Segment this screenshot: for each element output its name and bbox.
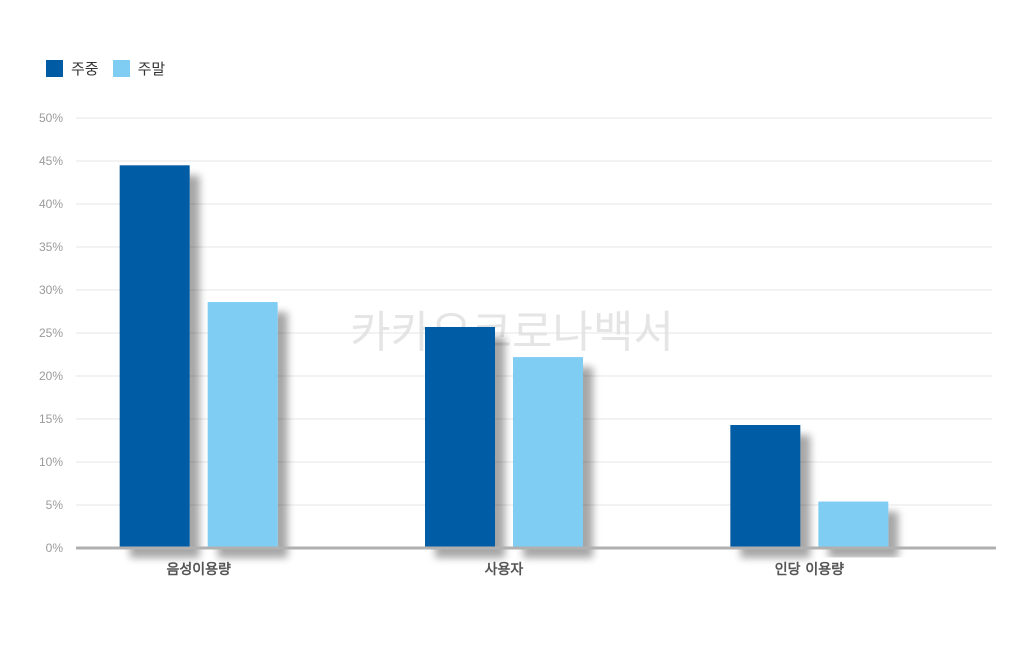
y-tick-label-0: 0% [46,541,64,555]
x-category-label-1: 사용자 [485,562,524,578]
y-tick-label-15: 15% [39,412,63,426]
legend-label-weekend: 주말 [137,60,166,78]
x-category-label-2: 인당 이용량 [775,561,844,578]
bar-weekday-2 [730,425,801,548]
y-tick-label-5: 5% [46,498,64,512]
bar-weekend-1 [513,357,583,548]
bar-weekday-0 [119,165,190,549]
bar-weekend-0 [207,302,278,548]
legend-swatch-weekend [112,60,130,77]
y-tick-label-25: 25% [39,326,63,340]
watermark: 카카오코로나백서 [350,307,674,358]
legend-item-weekday: 주중 [46,58,99,79]
y-tick-label-50: 50% [39,111,63,125]
y-tick-label-35: 35% [39,240,63,254]
legend-swatch-weekday [46,60,63,77]
y-tick-label-40: 40% [39,197,63,211]
bar-weekend-2 [818,501,889,548]
y-tick-label-20: 20% [39,369,63,383]
y-tick-label-10: 10% [39,455,63,469]
y-tick-label-45: 45% [39,154,63,168]
legend-item-weekend: 주말 [112,58,166,79]
legend-label-weekday: 주중 [71,60,99,78]
y-tick-label-30: 30% [39,283,63,297]
legend: 주중 주말 [46,58,179,79]
x-category-label-0: 음성이용량 [166,561,231,578]
bar-weekday-1 [425,326,495,548]
